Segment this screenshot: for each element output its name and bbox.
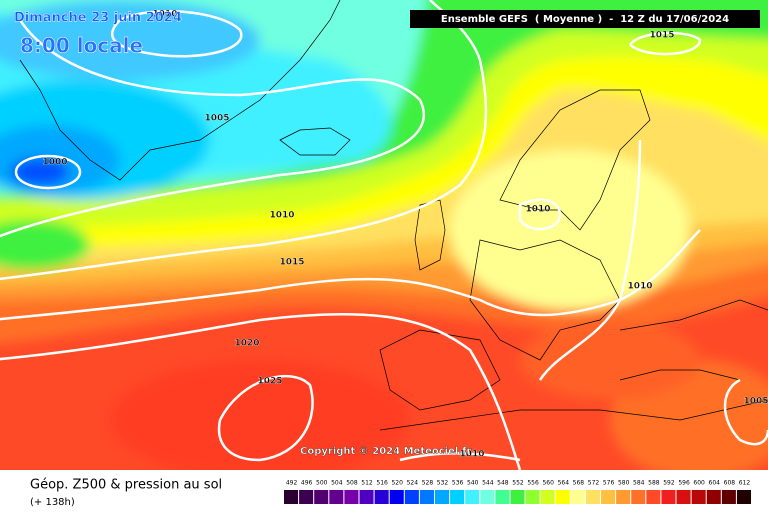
scale-label: 592	[663, 480, 675, 487]
scale-label: 512	[361, 480, 373, 487]
scale-label: 508	[346, 480, 358, 487]
scale-label: 528	[422, 480, 434, 487]
scale-label: 536	[452, 480, 464, 487]
isobar-labels: 1010 1005 1000 1010 1015 1020 1025 1015 1010 1010…	[42, 9, 768, 460]
forecast-lead: (+ 138h)	[30, 497, 75, 508]
scale-label: 580	[618, 480, 630, 487]
scale-label: 500	[316, 480, 328, 487]
scale-swatch	[344, 490, 359, 504]
run-info: Ensemble GEFS ( Moyenne ) - 12 Z du 17/0…	[441, 14, 729, 25]
scale-swatch	[570, 490, 585, 504]
scale-swatch	[299, 490, 314, 504]
scale-swatch	[465, 490, 480, 504]
isobars	[0, 0, 768, 470]
scale-swatch	[525, 490, 540, 504]
scale-label: 600	[693, 480, 705, 487]
scale-swatch	[404, 490, 419, 504]
scale-swatch	[691, 490, 706, 504]
legend-title: Géop. Z500 & pression au sol	[30, 478, 222, 493]
scale-swatch	[434, 490, 450, 504]
scale-label: 520	[391, 480, 403, 487]
scale-swatch	[495, 490, 510, 504]
scale-label: 492	[286, 480, 298, 487]
scale-swatch	[736, 490, 751, 504]
scale-swatch	[540, 490, 555, 504]
scale-label: 572	[588, 480, 600, 487]
scale-swatch	[616, 490, 631, 504]
scale-swatch	[419, 490, 434, 504]
scale-label: 516	[376, 480, 388, 487]
run-banner	[410, 10, 760, 28]
scale-label: 552	[512, 480, 524, 487]
isobar-label: 1010	[152, 10, 177, 20]
isobar-label: 1015	[279, 258, 304, 268]
isobar-label: 1025	[257, 377, 282, 387]
scale-label: 504	[331, 480, 343, 487]
scale-label: 588	[648, 480, 660, 487]
scale-swatch	[706, 490, 721, 504]
scale-label: 584	[633, 480, 645, 487]
scale-swatch	[314, 490, 329, 504]
forecast-date: Dimanche 23 juin 2024	[14, 11, 182, 26]
scale-label: 496	[301, 480, 313, 487]
scale-label: 568	[573, 480, 585, 487]
scale-swatch	[510, 490, 525, 504]
scale-swatch	[661, 490, 676, 504]
scale-label: 576	[603, 480, 615, 487]
color-scale: 492 496 500 504 508 512 516 520 524 528 532 536 540 5…	[284, 480, 751, 504]
isobar-label: 1010	[269, 211, 294, 221]
isobar-label: 1020	[234, 339, 259, 349]
isobar-label: 1010	[459, 450, 484, 460]
scale-swatch	[601, 490, 616, 504]
scale-swatch	[721, 490, 736, 504]
coastlines	[19, 0, 768, 431]
scale-label: 604	[709, 480, 721, 487]
copyright: Copyright © 2024 Meteociel.fr	[300, 446, 471, 457]
scale-swatch	[374, 490, 389, 504]
isobar-label: 1000	[42, 158, 67, 168]
scale-swatch	[631, 490, 646, 504]
isobar-label: 1010	[627, 282, 652, 292]
scale-swatch	[676, 490, 691, 504]
scale-label: 548	[497, 480, 509, 487]
scale-swatch	[359, 490, 374, 504]
scale-label: 544	[482, 480, 494, 487]
isobar-label: 1015	[649, 31, 674, 41]
scale-label: 556	[527, 480, 539, 487]
isobar-label: 1005	[204, 114, 229, 124]
scale-swatch	[329, 490, 344, 504]
scale-swatch	[555, 490, 570, 504]
scale-swatch	[450, 490, 465, 504]
scale-swatch	[284, 490, 299, 504]
scale-label: 608	[724, 480, 736, 487]
scale-label: 540	[467, 480, 479, 487]
scale-swatch	[585, 490, 601, 504]
isobar-label: 1005	[743, 397, 768, 407]
scale-label: 524	[407, 480, 419, 487]
scale-label: 532	[437, 480, 449, 487]
z500-field	[0, 0, 768, 470]
isobar-label: 1010	[525, 205, 550, 215]
map	[0, 0, 768, 470]
scale-label: 560	[542, 480, 554, 487]
scale-swatch	[480, 490, 495, 504]
scale-swatch	[389, 490, 404, 504]
scale-label: 612	[739, 480, 751, 487]
scale-label: 564	[558, 480, 570, 487]
scale-label: 596	[678, 480, 690, 487]
forecast-time: 8:00 locale	[20, 34, 143, 58]
scale-swatch	[646, 490, 661, 504]
